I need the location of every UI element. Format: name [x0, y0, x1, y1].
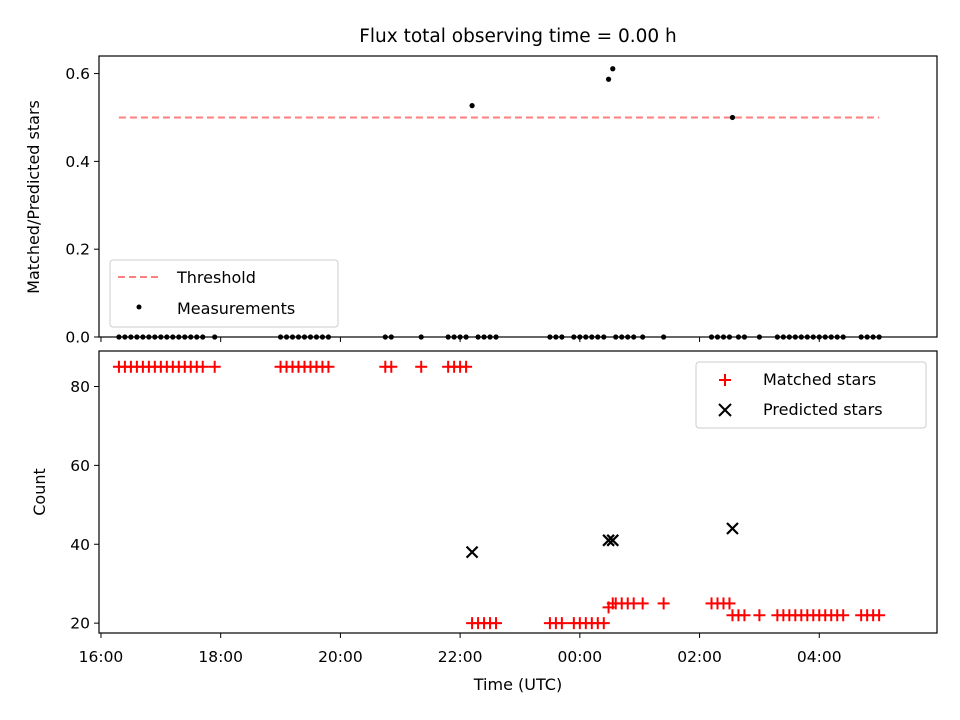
bottom-y-tick-label: 20 — [70, 615, 90, 633]
matched-star-point — [196, 360, 209, 373]
bottom-y-tick-label: 80 — [70, 378, 90, 396]
bottom-y-ticks: 20 40 60 80 — [70, 378, 99, 633]
x-tick-label: 00:00 — [557, 648, 602, 666]
measurement-point — [729, 114, 736, 121]
bottom-plot-area — [112, 360, 886, 630]
legend-plus-marker-icon — [719, 374, 731, 386]
predicted-star-point — [602, 534, 615, 547]
x-tick-label: 02:00 — [677, 648, 722, 666]
x-tick-label: 18:00 — [198, 648, 243, 666]
predicted-star-point — [726, 522, 739, 535]
measurement-point — [605, 76, 612, 82]
bottom-axes-frame — [98, 350, 938, 634]
measurement-point — [469, 103, 475, 109]
bottom-panel: Count Time (UTC) 20 40 60 80 16:00 18:00 20:0… — [30, 350, 938, 694]
matched-star-point — [597, 617, 610, 630]
measurement-point — [610, 66, 616, 72]
top-y-tick-label: 0.2 — [65, 241, 90, 259]
legend-measurement-dot-icon — [136, 304, 142, 310]
x-tick-label: 16:00 — [79, 648, 124, 666]
bottom-legend: Matched stars Predicted stars — [695, 361, 927, 429]
legend-predicted-label: Predicted stars — [763, 400, 883, 419]
matched-star-point — [873, 609, 886, 622]
matched-star-point — [738, 609, 751, 622]
matched-star-point — [322, 360, 335, 373]
matched-star-point — [208, 360, 221, 373]
top-y-axis-label: Matched/Predicted stars — [24, 100, 43, 294]
bottom-x-ticks: 16:00 18:00 20:00 22:00 00:00 02:00 04:00 — [79, 633, 842, 666]
matched-star-point — [723, 597, 736, 610]
matched-star-point — [753, 609, 766, 622]
matched-star-point — [385, 360, 398, 373]
top-y-tick-label: 0.6 — [65, 65, 90, 83]
top-legend-box — [109, 259, 339, 328]
x-axis-label: Time (UTC) — [473, 675, 562, 694]
x-tick-label: 20:00 — [318, 648, 363, 666]
matched-star-point — [460, 360, 473, 373]
matched-star-point — [415, 360, 428, 373]
predicted-star-point — [606, 534, 620, 547]
predicted-star-point — [465, 545, 479, 559]
legend-measurements-label: Measurements — [177, 299, 295, 318]
legend-matched-label: Matched stars — [763, 370, 876, 389]
top-x-ticks — [100, 337, 820, 342]
bottom-legend-box — [695, 361, 927, 429]
legend-threshold-label: Threshold — [176, 268, 256, 287]
top-y-ticks: 0.0 0.2 0.4 0.6 — [65, 65, 99, 347]
matched-star-point — [837, 609, 850, 622]
top-panel: Flux total observing time = 0.00 h Match… — [24, 26, 938, 347]
x-tick-label: 04:00 — [797, 648, 842, 666]
bottom-y-axis-label: Count — [30, 468, 49, 516]
bottom-y-tick-label: 40 — [70, 536, 90, 554]
bottom-y-tick-label: 60 — [70, 457, 90, 475]
matched-star-point — [490, 617, 503, 630]
top-legend: Threshold Measurements — [109, 259, 339, 328]
legend-x-marker-icon — [718, 403, 732, 417]
top-axes-frame — [98, 55, 938, 338]
x-tick-label: 22:00 — [438, 648, 483, 666]
chart-title: Flux total observing time = 0.00 h — [359, 26, 677, 47]
matched-star-point — [555, 617, 568, 630]
top-y-tick-label: 0.4 — [65, 153, 90, 171]
matched-star-point — [636, 597, 649, 610]
top-y-tick-label: 0.0 — [65, 329, 90, 347]
matched-star-point — [657, 597, 670, 610]
